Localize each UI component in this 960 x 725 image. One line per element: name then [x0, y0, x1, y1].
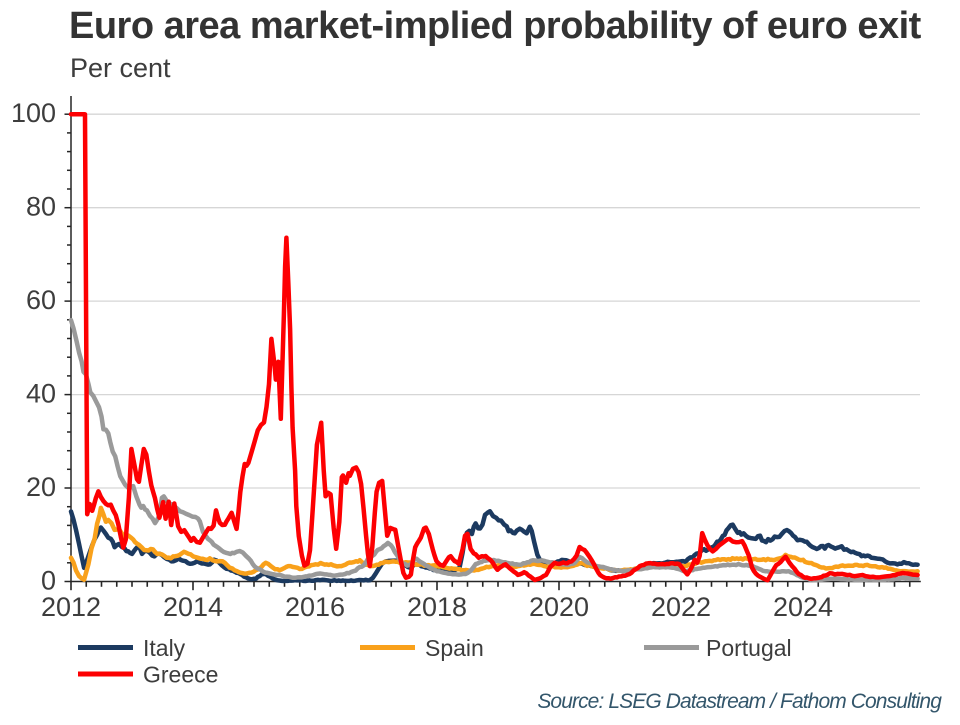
- svg-text:2022: 2022: [651, 592, 711, 622]
- svg-text:2014: 2014: [163, 592, 223, 622]
- svg-text:2018: 2018: [407, 592, 467, 622]
- svg-text:60: 60: [26, 285, 56, 315]
- svg-text:40: 40: [26, 379, 56, 409]
- svg-text:Greece: Greece: [143, 662, 218, 688]
- svg-text:2024: 2024: [773, 592, 833, 622]
- svg-text:Spain: Spain: [425, 635, 484, 661]
- svg-text:20: 20: [26, 472, 56, 502]
- svg-text:80: 80: [26, 192, 56, 222]
- svg-text:Per cent: Per cent: [70, 53, 171, 83]
- svg-text:2020: 2020: [529, 592, 589, 622]
- svg-text:100: 100: [11, 98, 56, 128]
- svg-text:Portugal: Portugal: [706, 635, 792, 661]
- svg-text:2016: 2016: [285, 592, 345, 622]
- svg-text:Italy: Italy: [143, 635, 186, 661]
- svg-text:2012: 2012: [41, 592, 101, 622]
- svg-text:Euro area market-implied proba: Euro area market-implied probability of …: [69, 5, 922, 47]
- svg-text:0: 0: [41, 566, 56, 596]
- svg-text:Source: LSEG Datastream / Fath: Source: LSEG Datastream / Fathom Consult…: [537, 690, 942, 713]
